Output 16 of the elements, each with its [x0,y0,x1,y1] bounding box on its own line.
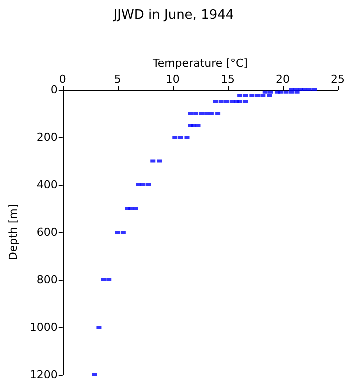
x-tick-label: 0 [59,73,66,86]
x-tick-label: 15 [220,73,235,86]
x-tick-label: 25 [331,73,345,86]
y-tick-label: 200 [36,131,58,144]
y-tick-label: 600 [36,226,58,239]
x-tick-label: 20 [276,73,290,86]
x-axis-title: Temperature [°C] [152,57,248,70]
y-tick-label: 1000 [30,321,58,334]
y-axis-title: Depth [m] [7,204,20,261]
x-tick-label: 5 [114,73,122,86]
y-tick-label: 1200 [30,368,58,382]
y-tick-label: 800 [36,274,58,286]
y-tick-label: 0 [50,84,58,96]
x-tick-label: 10 [166,73,180,86]
y-tick-label: 400 [36,178,58,192]
chart-title: JJWD in June, 1944 [112,8,234,23]
